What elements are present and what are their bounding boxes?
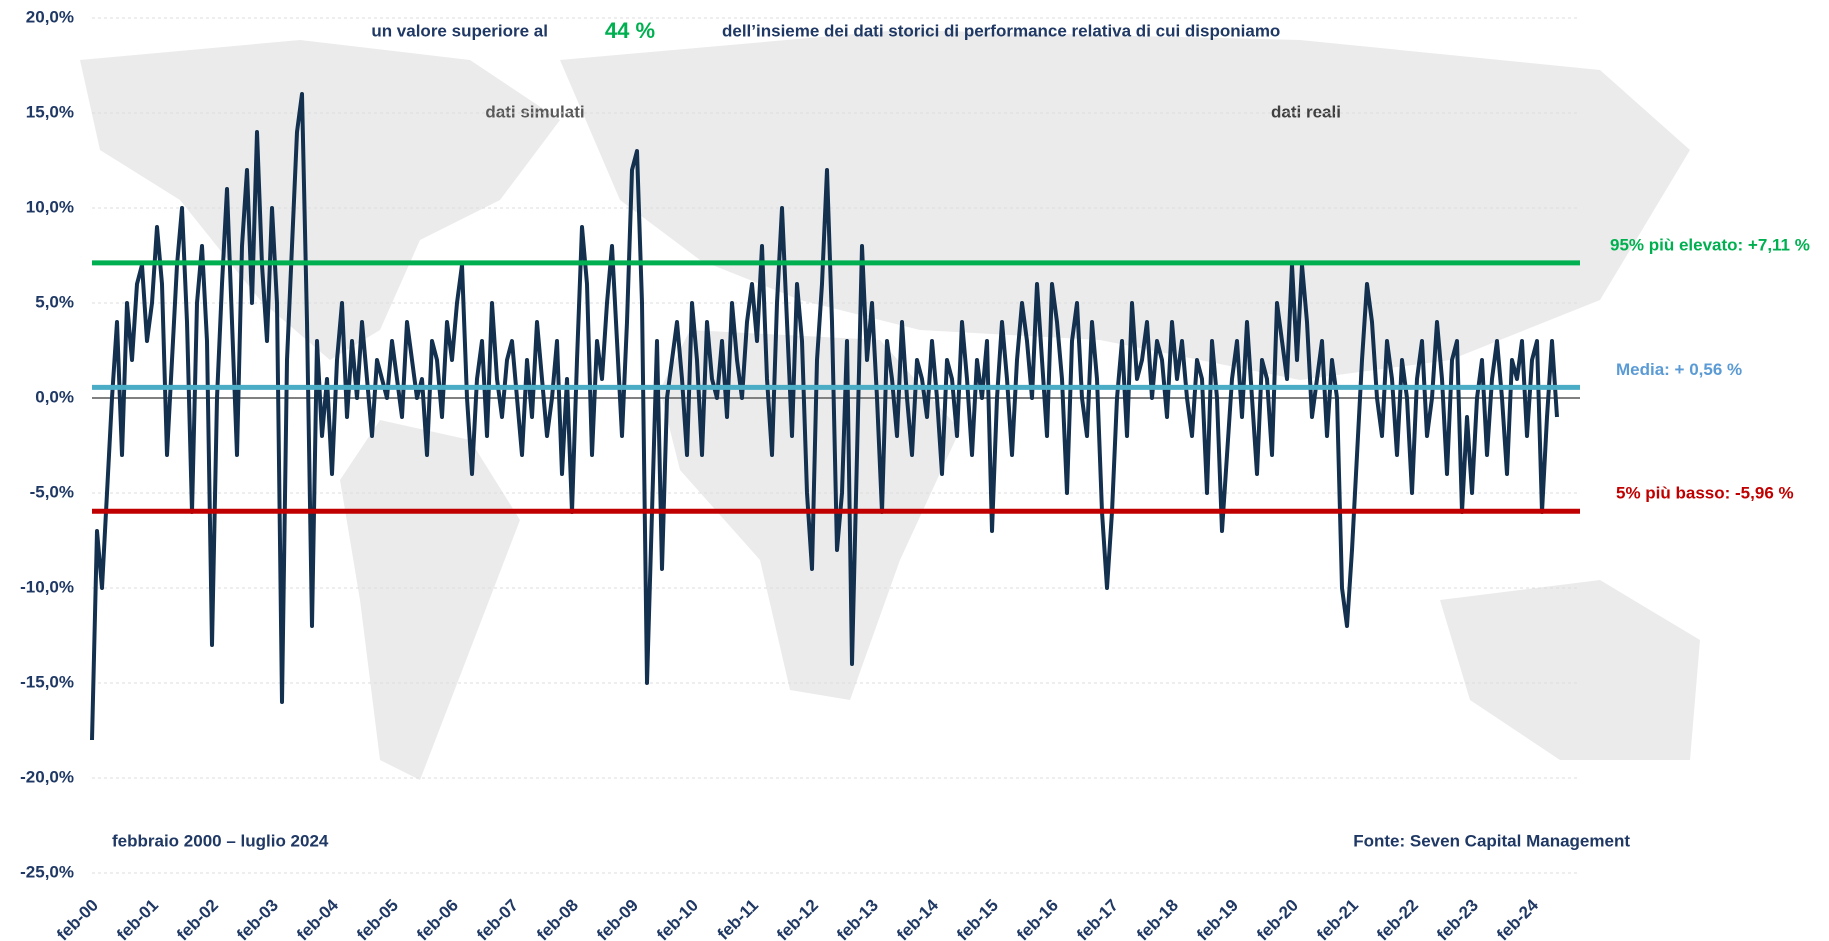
x-tick-label: feb-10: [653, 896, 702, 941]
x-tick-label: feb-09: [593, 896, 642, 941]
x-tick-label: feb-19: [1193, 896, 1242, 941]
y-tick-label: -15,0%: [20, 672, 74, 691]
x-tick-label: feb-14: [893, 895, 942, 941]
y-tick-label: 5,0%: [35, 292, 74, 311]
title-suffix: dell’insieme dei dati storici di perform…: [722, 21, 1280, 40]
annotation: febbraio 2000 – luglio 2024: [112, 831, 329, 850]
annotation: dati simulati: [485, 102, 584, 121]
y-tick-label: 15,0%: [26, 102, 74, 121]
x-tick-label: feb-05: [353, 896, 402, 941]
x-tick-label: feb-01: [113, 896, 162, 941]
x-tick-label: feb-06: [413, 896, 462, 941]
y-tick-label: -5,0%: [30, 482, 74, 501]
title-prefix: un valore superiore al: [371, 21, 548, 40]
x-tick-label: feb-12: [773, 896, 822, 941]
x-tick-label: feb-22: [1373, 896, 1422, 941]
x-tick-label: feb-20: [1253, 896, 1302, 941]
x-tick-label: feb-23: [1433, 896, 1482, 941]
x-tick-label: feb-03: [233, 896, 282, 941]
y-tick-label: 20,0%: [26, 7, 74, 26]
x-tick-label: feb-07: [473, 896, 522, 941]
annotation: dati reali: [1271, 102, 1341, 121]
x-tick-label: feb-00: [53, 896, 102, 941]
x-tick-label: feb-18: [1133, 896, 1182, 941]
y-tick-label: -10,0%: [20, 577, 74, 596]
annotation: Fonte: Seven Capital Management: [1353, 831, 1630, 850]
x-tick-label: feb-13: [833, 896, 882, 941]
x-tick-label: feb-15: [953, 896, 1002, 941]
x-tick-label: feb-17: [1073, 896, 1122, 941]
reference-label: 5% più basso: -5,96 %: [1616, 484, 1794, 503]
y-tick-label: 10,0%: [26, 197, 74, 216]
x-tick-label: feb-24: [1493, 895, 1542, 941]
world-map: [80, 30, 1700, 780]
x-tick-label: feb-02: [173, 896, 222, 941]
y-tick-label: -20,0%: [20, 767, 74, 786]
y-tick-label: 0,0%: [35, 387, 74, 406]
x-tick-label: feb-04: [293, 895, 342, 941]
data-line: [90, 92, 1559, 741]
reference-label: Media: + 0,56 %: [1616, 360, 1742, 379]
y-tick-label: -25,0%: [20, 862, 74, 881]
x-tick-label: feb-11: [714, 896, 762, 941]
reference-label: 95% più elevato: +7,11 %: [1610, 235, 1810, 254]
x-tick-label: feb-16: [1013, 896, 1062, 941]
x-tick-label: feb-08: [533, 896, 582, 941]
x-tick-label: feb-21: [1313, 896, 1362, 941]
highlight: 44 %: [605, 18, 655, 43]
